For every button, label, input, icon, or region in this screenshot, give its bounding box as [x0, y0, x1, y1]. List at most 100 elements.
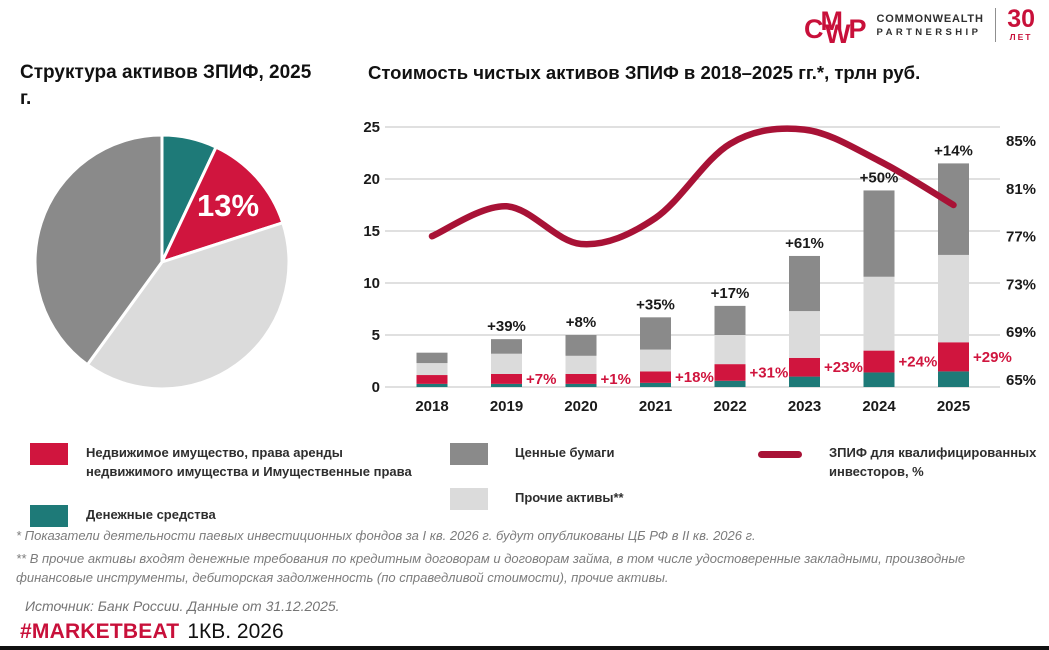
real-estate-growth-label: +31% [750, 364, 789, 381]
report-period: 1КВ. 2026 [187, 620, 284, 643]
bar-segment [863, 372, 895, 387]
real-estate-growth-label: +7% [526, 371, 556, 388]
real-estate-swatch-icon [30, 443, 68, 465]
bar-segment [640, 349, 671, 372]
anniversary-unit: ЛЕТ [1009, 31, 1033, 42]
nav-chart-title: Стоимость чистых активов ЗПИФ в 2018–202… [368, 62, 921, 83]
cmwp-logo: C M W P COMMONWEALTH PARTNERSHIP 30 ЛЕТ [804, 5, 1035, 47]
bar-segment [938, 371, 969, 387]
bar-segment [640, 371, 671, 383]
logo-divider [994, 8, 997, 42]
total-growth-label: +50% [860, 169, 899, 186]
bar-segment [863, 350, 895, 373]
cmwp-monogram-icon: C M W P [804, 7, 867, 47]
bar-segment [491, 339, 522, 354]
bar-segment [491, 353, 522, 374]
legend-item-real-estate: Недвижимое имущество, права аренды недви… [30, 443, 430, 482]
cash-swatch-icon [30, 504, 68, 527]
left-axis-tick: 10 [363, 275, 380, 292]
bar-segment [938, 163, 969, 255]
real-estate-growth-label: +24% [899, 354, 938, 371]
bar-segment [863, 190, 895, 277]
real-estate-growth-label: +18% [675, 369, 714, 386]
source-note: Источник: Банк России. Данные от 31.12.2… [25, 598, 340, 614]
pie-slice [160, 145, 285, 264]
year-label: 2024 [862, 398, 896, 415]
logo-letter-w: W [825, 18, 851, 49]
bar-segment [789, 311, 820, 358]
other-assets-swatch-icon [450, 488, 488, 510]
year-label: 2025 [937, 398, 970, 415]
legend-label: Ценные бумаги [515, 445, 615, 460]
securities-swatch-icon [450, 443, 488, 465]
anniversary-number: 30 [1007, 5, 1035, 34]
bar-segment [938, 254, 969, 343]
total-growth-label: +35% [636, 296, 675, 313]
left-axis-tick: 5 [372, 327, 380, 344]
total-growth-label: +17% [711, 285, 750, 302]
bar-segment [863, 276, 895, 351]
nav-chart: 0 5 10 15 20 25 65% 69% 73% 77% 81% 85% 2018 2019 +39%… [360, 108, 1049, 420]
report-footer: #MARKETBEAT 1КВ. 2026 [20, 620, 284, 644]
legend-label: Прочие активы** [515, 490, 624, 505]
left-axis-tick: 15 [363, 223, 380, 240]
right-axis-tick: 73% [1006, 276, 1036, 293]
bar-segment [491, 374, 522, 384]
pie-chart-title: Структура активов ЗПИФ, 2025 г. [20, 62, 312, 109]
bar-segment [416, 352, 448, 364]
bar-segment [714, 380, 746, 387]
year-label: 2020 [564, 398, 597, 415]
qualified-investors-line [428, 125, 957, 248]
real-estate-growth-label: +23% [824, 359, 863, 376]
total-growth-label: +61% [785, 235, 824, 252]
right-axis-tick: 81% [1006, 181, 1036, 198]
bar-segment [714, 305, 746, 335]
legend-item-securities: Ценные бумаги [450, 443, 740, 465]
legend-label: Денежные средства [86, 506, 216, 522]
pie-slice-callout: 13% [196, 188, 260, 223]
bar-segment [938, 342, 969, 372]
legend-label: Недвижимое имущество, права аренды недви… [86, 445, 412, 479]
marketbeat-hashtag: #MARKETBEAT [20, 620, 180, 643]
logo-letter-c: C [804, 13, 823, 44]
right-axis-tick: 69% [1006, 324, 1036, 341]
legend-label: ЗПИФ для квалифицированных инвесторов, % [829, 445, 1037, 479]
right-axis-tick: 85% [1006, 133, 1036, 150]
bar-segment [565, 355, 597, 374]
pie-slice [85, 221, 291, 391]
legend-item-qualified-line: ЗПИФ для квалифицированных инвесторов, % [758, 443, 1038, 482]
pie-chart-svg [33, 133, 291, 391]
bar-segment [491, 383, 522, 387]
footnote-2: ** В прочие активы входят денежные требо… [16, 550, 966, 586]
total-growth-label: +39% [487, 318, 526, 335]
bar-segment [714, 335, 746, 365]
bar-segment [640, 382, 671, 387]
right-axis-tick: 65% [1006, 372, 1036, 389]
real-estate-growth-label: +29% [973, 349, 1012, 366]
bar-segment [565, 335, 597, 356]
total-growth-label: +14% [934, 142, 973, 159]
anniversary-badge: 30 ЛЕТ [1007, 5, 1035, 42]
real-estate-growth-label: +1% [601, 371, 631, 388]
bar-segment [416, 383, 448, 387]
line-swatch-icon [758, 451, 802, 458]
right-axis-tick: 77% [1006, 229, 1036, 246]
bar-segment [789, 376, 820, 387]
brand-name: COMMONWEALTH PARTNERSHIP [877, 13, 984, 38]
year-label: 2021 [639, 398, 672, 415]
brand-line1: COMMONWEALTH [876, 12, 984, 25]
brand-line2: PARTNERSHIP [876, 26, 982, 38]
chart-legend: Недвижимое имущество, права аренды недви… [0, 438, 1049, 527]
bar-segment [789, 357, 820, 377]
bar-segment [640, 317, 671, 350]
legend-item-cash: Денежные средства [30, 504, 430, 527]
bar-segment [789, 255, 820, 312]
legend-item-other-assets: Прочие активы** [450, 488, 740, 510]
left-axis-tick: 0 [372, 379, 380, 396]
logo-letter-m: M [820, 5, 843, 36]
year-label: 2022 [713, 398, 746, 415]
bar-segment [416, 375, 448, 384]
bar-segment [416, 363, 448, 376]
